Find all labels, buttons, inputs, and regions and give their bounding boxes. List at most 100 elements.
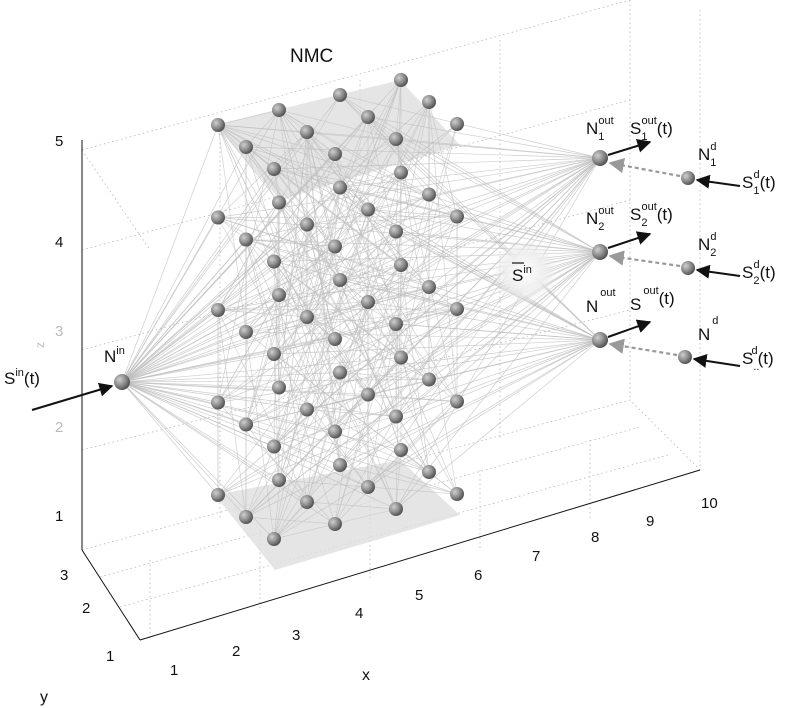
edge — [245, 172, 402, 333]
output-fan-line — [339, 157, 601, 373]
output-fan-line — [395, 138, 601, 159]
input-fan-line — [121, 381, 402, 451]
nmc-neuron — [389, 409, 403, 424]
nmc-neuron — [211, 118, 225, 132]
desired-input-arrow-2 — [695, 264, 741, 279]
nmc-neuron — [328, 239, 342, 254]
mean-signal-glow — [493, 240, 557, 304]
input-fan-line — [121, 301, 369, 383]
input-fan-line — [121, 381, 219, 496]
nmc-neuron — [389, 224, 403, 239]
nmc-neuron — [394, 443, 408, 457]
nmc-neuron — [272, 195, 286, 210]
z-tick: 3 — [55, 323, 63, 340]
nmc-neuron — [239, 232, 253, 247]
edge — [278, 187, 341, 388]
nmc-neuron — [239, 140, 253, 154]
output-neuron-label-1: N1out — [586, 115, 614, 143]
desired-input-arrow-1 — [695, 174, 741, 189]
nmc-neuron — [450, 117, 464, 131]
edge — [306, 131, 341, 466]
nmc-neuron — [300, 495, 314, 509]
output-fan-line — [367, 209, 601, 253]
y-tick: 3 — [60, 567, 68, 584]
nmc-neuron — [272, 288, 286, 302]
output-fan-line — [273, 261, 601, 341]
output-fan-line — [367, 209, 601, 341]
input-fan-line — [121, 331, 247, 383]
output-neuron-2 — [592, 244, 608, 260]
input-neuron-label: Nin — [104, 345, 125, 366]
edge — [306, 131, 397, 232]
output-fan-line — [395, 138, 601, 253]
output-fan-line — [367, 157, 601, 303]
y-tick: 2 — [82, 600, 90, 617]
edge — [245, 516, 336, 525]
nmc-neuron — [361, 480, 375, 494]
nmc-neuron — [422, 280, 436, 294]
input-fan-line — [121, 124, 219, 383]
edge — [245, 239, 336, 247]
nmc-neuron — [328, 517, 342, 531]
desired-signal-label-1: S1d(t) — [742, 169, 776, 197]
nmc-neuron — [239, 510, 253, 524]
output-signal-label-2: S2out(t) — [630, 201, 673, 229]
nmc-neuron — [422, 95, 436, 109]
output-fan-line — [339, 187, 601, 253]
nmc-neuron — [272, 473, 286, 487]
nmc-neuron — [300, 402, 314, 417]
nmc-neuron — [272, 380, 286, 395]
x-tick: 2 — [232, 643, 240, 660]
input-fan-line — [121, 94, 341, 383]
output-fan-line — [367, 116, 601, 159]
nmc-neuron — [389, 317, 403, 331]
nmc-neuron — [239, 325, 253, 339]
output-fan-line — [339, 94, 601, 253]
nmc-neuron — [211, 210, 225, 225]
desired-input-arrow-3 — [692, 353, 741, 368]
y-tick: 1 — [106, 648, 114, 665]
input-fan-line — [121, 294, 280, 383]
output-arrow-1 — [607, 139, 652, 156]
output-fan-line — [395, 157, 601, 232]
edge — [367, 123, 458, 210]
edge — [217, 131, 308, 218]
input-neuron — [114, 374, 130, 390]
z-axis-ticks: 5 4 3 2 1 z — [33, 133, 63, 525]
nmc-neuron — [328, 424, 342, 439]
output-fan-line — [273, 157, 601, 540]
input-fan-line — [121, 217, 219, 383]
nmc-neuron — [300, 125, 314, 139]
input-fan-line — [121, 379, 430, 383]
input-fan-line — [121, 381, 397, 510]
edge — [217, 217, 336, 432]
nmc-neuron — [394, 258, 408, 272]
input-fan-line — [121, 381, 280, 481]
output-neuron-label-2: N2out — [586, 205, 614, 233]
z-tick: 1 — [55, 508, 63, 525]
edge — [278, 109, 458, 402]
nmc-neuron — [422, 187, 436, 202]
nmc-neuron — [333, 180, 347, 195]
nmc-neuron — [211, 303, 225, 317]
output-fan-line — [245, 157, 601, 518]
output-arrow-3 — [607, 319, 652, 338]
input-fan-line — [121, 381, 458, 402]
output-fan-line — [245, 339, 601, 518]
input-fan-line — [121, 381, 430, 473]
input-signal-label: Sin(t) — [4, 367, 40, 388]
output-fan-line — [273, 157, 601, 355]
output-fan-line — [273, 339, 601, 447]
nmc-neuron — [333, 458, 347, 472]
edge — [395, 138, 458, 402]
z-tick: 2 — [55, 419, 63, 436]
nmc-neuron — [211, 395, 225, 410]
edge — [245, 446, 275, 518]
nmc-neuron — [328, 147, 342, 161]
input-fan-line — [121, 194, 430, 383]
output-fan-line — [367, 157, 601, 488]
input-fan-line — [121, 309, 219, 383]
input-fan-line — [121, 381, 458, 495]
edge — [339, 464, 458, 495]
